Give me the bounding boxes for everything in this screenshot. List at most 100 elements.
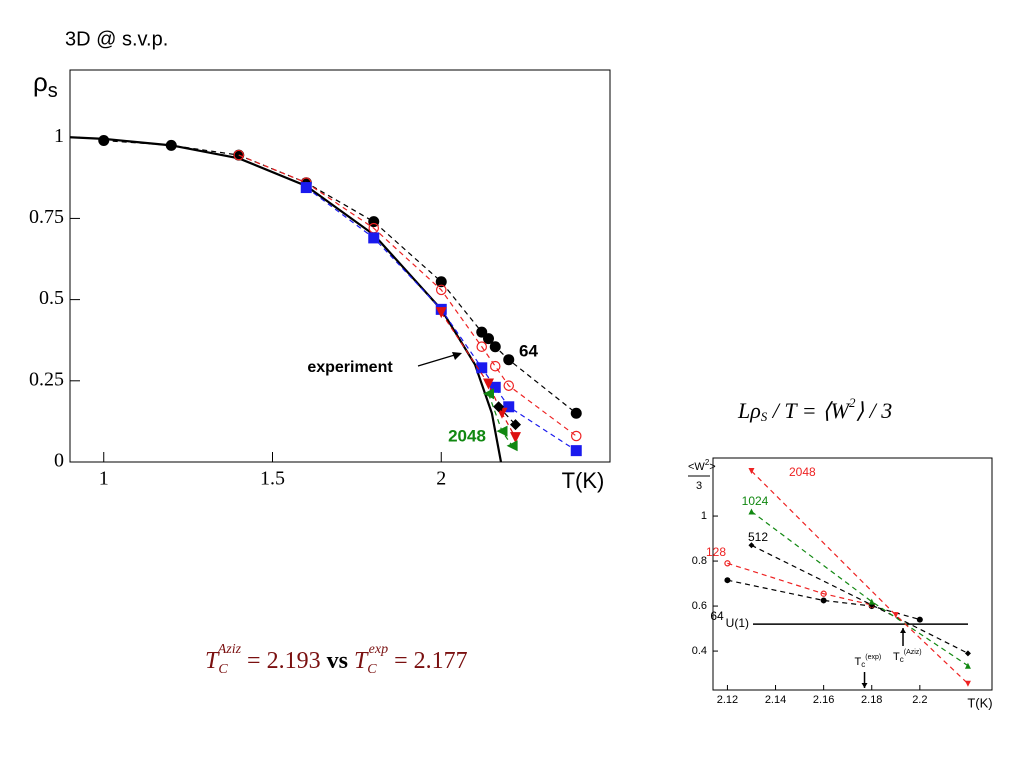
data-point xyxy=(98,134,110,146)
data-point xyxy=(570,407,582,419)
y-axis-label-sup: 2 xyxy=(705,458,710,467)
y-tick-label: 1 xyxy=(54,125,64,147)
data-point xyxy=(748,542,755,549)
f: ⟩ / 3 xyxy=(856,398,893,423)
data-point xyxy=(964,650,971,657)
series-label: experiment xyxy=(307,359,393,376)
data-point xyxy=(964,680,971,687)
data-point xyxy=(510,419,521,431)
data-point xyxy=(493,401,505,413)
series-label: 512 xyxy=(748,530,768,544)
data-point xyxy=(916,616,923,623)
series-label: 64 xyxy=(519,341,538,360)
data-point xyxy=(506,440,518,452)
y-tick-label: 1 xyxy=(701,510,707,522)
series-line xyxy=(69,136,503,463)
data-point xyxy=(483,333,494,345)
data-point xyxy=(748,468,755,475)
tc-sub: c xyxy=(900,655,904,664)
series-line xyxy=(751,470,969,685)
series-line xyxy=(238,154,577,437)
y-tick-label: 0.75 xyxy=(29,206,64,228)
f: exp xyxy=(369,642,388,657)
y-tick-label: 0.25 xyxy=(29,368,64,390)
slide-title: 3D @ s.v.p. xyxy=(65,28,168,50)
data-point xyxy=(483,378,494,390)
f: = 2.193 xyxy=(241,648,327,674)
data-point xyxy=(724,577,731,584)
data-point xyxy=(233,149,245,161)
y-tick-label: 0.5 xyxy=(39,287,64,309)
tc-arrowhead xyxy=(900,628,907,633)
series-line xyxy=(751,544,969,654)
f: Lρ xyxy=(737,398,761,423)
x-tick-label: 2.12 xyxy=(717,694,738,706)
f: T xyxy=(348,648,369,674)
tc-sup: (Aziz) xyxy=(904,649,922,656)
series-line xyxy=(751,511,969,667)
annotation-arrow xyxy=(417,353,459,367)
data-point xyxy=(570,445,582,457)
data-point xyxy=(820,590,827,597)
y-axis-label: <W2> xyxy=(688,458,716,473)
x-tick-label: 2.14 xyxy=(765,694,786,706)
y-axis-label: ρs xyxy=(33,67,58,102)
y-tick-label: 0.6 xyxy=(692,600,707,612)
series-label: 128 xyxy=(706,545,726,559)
y-tick-label: 0.4 xyxy=(692,645,707,657)
data-point xyxy=(503,354,515,366)
series-line xyxy=(440,312,517,438)
series-label: 1024 xyxy=(742,494,769,508)
x-axis-label: T(K) xyxy=(562,468,605,493)
data-point xyxy=(510,432,521,444)
series-label: 64 xyxy=(710,609,724,623)
f: Aziz xyxy=(217,642,242,657)
x-tick-label: 2.2 xyxy=(912,694,927,706)
x-tick-label: 2.16 xyxy=(813,694,834,706)
y-axis-label-end: > xyxy=(709,461,715,473)
f: 2 xyxy=(849,395,856,410)
annotation-arrowhead xyxy=(452,352,462,360)
formula-top: LρS / T = ⟨W2⟩ / 3 xyxy=(737,395,892,424)
data-point xyxy=(868,598,875,605)
data-point xyxy=(570,430,582,442)
f: T xyxy=(205,648,220,674)
x-tick-label: 1.5 xyxy=(260,468,285,490)
data-point xyxy=(435,284,447,296)
y-axis-label-main: ρ xyxy=(33,67,48,97)
data-point xyxy=(476,362,488,374)
f: / T = ⟨W xyxy=(767,398,850,423)
data-point xyxy=(892,612,899,619)
plot-frame xyxy=(712,457,993,691)
reference-label: U(1) xyxy=(726,616,749,630)
f: C xyxy=(218,662,228,677)
x-tick-label: 2.18 xyxy=(861,694,882,706)
data-point xyxy=(496,425,508,437)
data-point xyxy=(435,307,447,319)
x-axis-label: T(K) xyxy=(967,695,992,710)
y-tick-label: 0 xyxy=(54,450,64,472)
tc-main: T xyxy=(855,656,862,668)
f: vs xyxy=(327,648,348,674)
data-point xyxy=(724,560,731,567)
y-axis-label-den: 3 xyxy=(696,480,702,492)
y-tick-label: 0.8 xyxy=(692,555,707,567)
series-label: 2048 xyxy=(448,426,486,445)
tc-main: T xyxy=(893,651,900,663)
x-tick-label: 1 xyxy=(99,468,109,490)
series-line xyxy=(305,187,577,452)
data-point xyxy=(483,388,494,400)
data-point xyxy=(300,182,312,194)
data-point xyxy=(503,380,515,391)
data-point xyxy=(489,360,501,372)
data-point xyxy=(476,341,488,352)
tc-label: Tc(Aziz) xyxy=(893,649,922,664)
data-point xyxy=(368,232,380,244)
formula-bottom: TCAziz = 2.193 vs TCexp = 2.177 xyxy=(205,642,468,677)
data-point xyxy=(748,508,755,515)
data-point xyxy=(435,276,447,288)
tc-arrowhead xyxy=(861,683,868,688)
data-point xyxy=(489,381,501,393)
data-point xyxy=(820,597,827,604)
